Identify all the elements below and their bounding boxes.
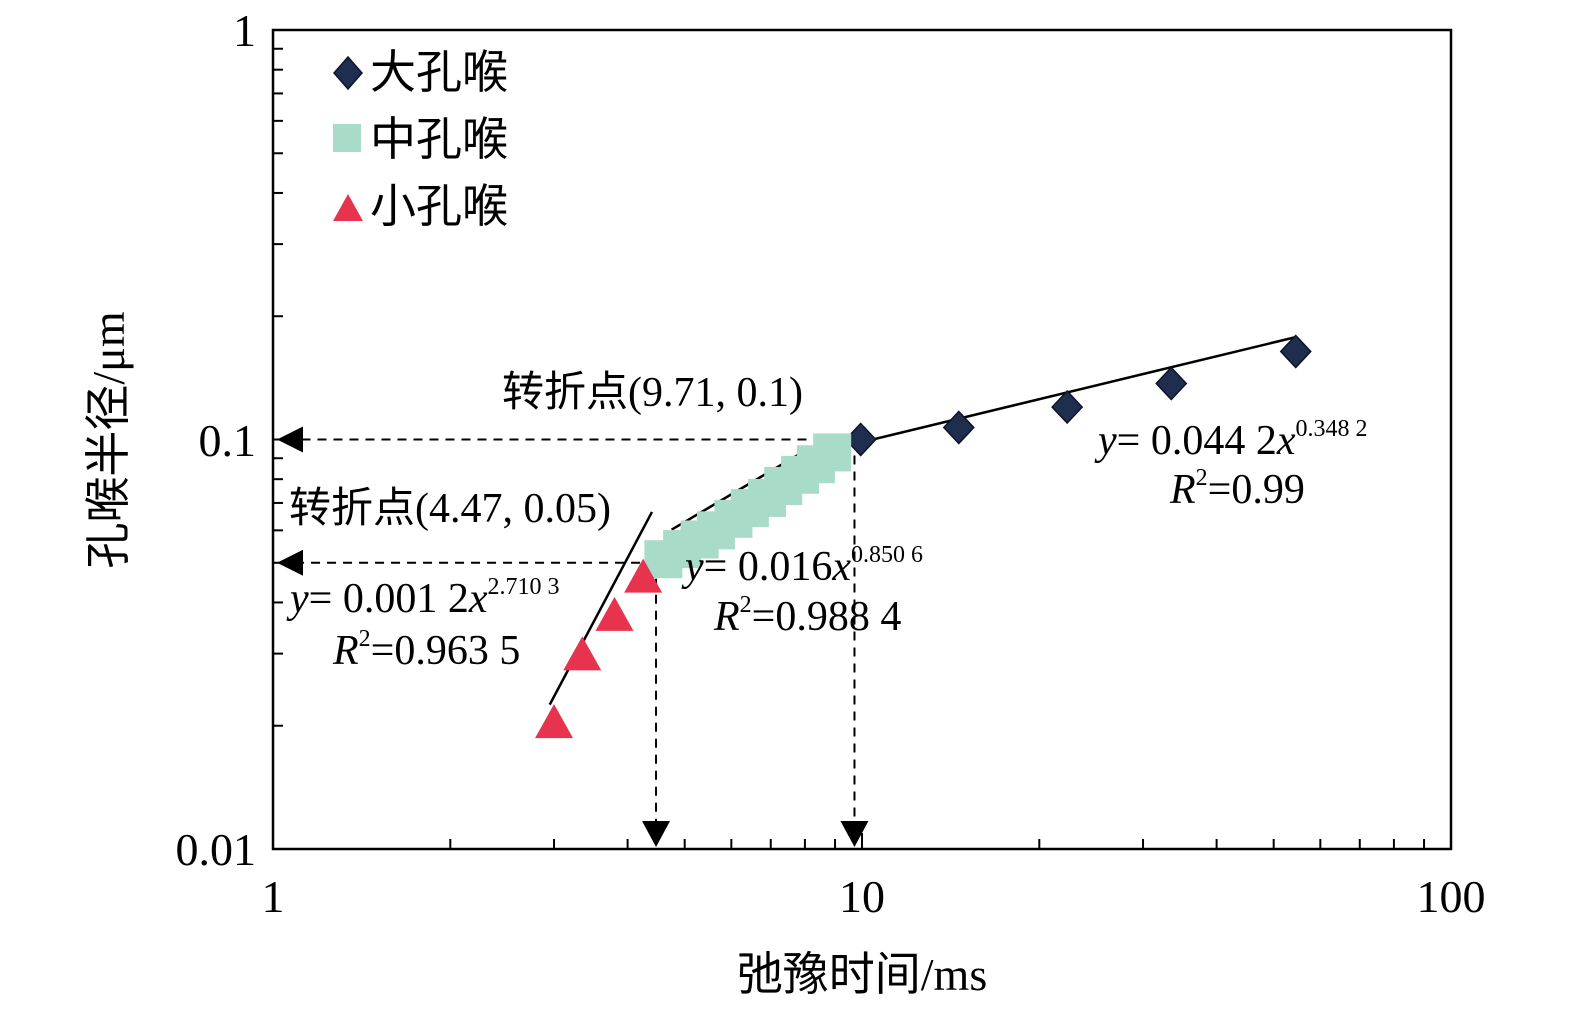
r2-large-val: =0.99 bbox=[1208, 467, 1305, 513]
eq-medium-coef: = 0.016 bbox=[704, 544, 833, 590]
equation-medium: y= 0.016x0.850 6 bbox=[681, 542, 923, 590]
point-diamond-2 bbox=[942, 410, 975, 445]
fit-line-3 bbox=[548, 511, 654, 706]
r2-large-r: R bbox=[1169, 467, 1196, 513]
guide-arrow-left-2 bbox=[277, 549, 303, 576]
r2-large-sup: 2 bbox=[1196, 465, 1208, 491]
r2-medium-val: =0.988 4 bbox=[752, 594, 902, 640]
legend-marker-diamond bbox=[333, 55, 363, 91]
r2-small: R2=0.963 5 bbox=[332, 626, 520, 674]
annotation-small: y= 0.001 2x2.710 3 R2=0.963 5 bbox=[286, 574, 560, 674]
eq-small-x: x bbox=[468, 576, 488, 622]
turning-point-label-1: 转折点(9.71, 0.1) bbox=[502, 370, 803, 416]
x-tick-label-1: 1 bbox=[262, 871, 285, 922]
equation-large: y= 0.044 2x0.348 2 bbox=[1094, 416, 1368, 464]
fit-line-1 bbox=[860, 335, 1297, 444]
guide-arrow-down-2 bbox=[642, 821, 671, 847]
equation-small: y= 0.001 2x2.710 3 bbox=[286, 574, 560, 622]
r2-small-sup: 2 bbox=[359, 626, 371, 652]
point-square-11 bbox=[813, 433, 852, 472]
point-triangle-4 bbox=[624, 558, 663, 593]
eq-large-x: x bbox=[1276, 418, 1296, 464]
point-diamond-3 bbox=[1051, 389, 1084, 425]
legend-label-medium: 中孔喉 bbox=[370, 114, 508, 165]
legend: 大孔喉 中孔喉 小孔喉 bbox=[333, 47, 508, 232]
r2-medium-sup: 2 bbox=[740, 592, 752, 618]
point-triangle-1 bbox=[535, 704, 574, 739]
eq-medium-exp: 0.850 6 bbox=[851, 542, 923, 568]
eq-small-exp: 2.710 3 bbox=[488, 574, 560, 600]
annotation-medium: y= 0.016x0.850 6 R2=0.988 4 bbox=[681, 542, 923, 640]
y-axis-title: 孔喉半径/μm bbox=[83, 311, 134, 568]
eq-large-coef: = 0.044 2 bbox=[1117, 418, 1277, 464]
legend-marker-square bbox=[333, 124, 361, 152]
annotation-large: y= 0.044 2x0.348 2 R2=0.99 bbox=[1094, 416, 1368, 513]
eq-large-y: y bbox=[1094, 418, 1117, 464]
legend-label-large: 大孔喉 bbox=[370, 47, 508, 98]
y-tick-label-0.01: 0.01 bbox=[176, 824, 257, 875]
r2-medium: R2=0.988 4 bbox=[713, 592, 901, 640]
guide-arrow-left-1 bbox=[277, 426, 303, 453]
r2-small-val: =0.963 5 bbox=[371, 628, 521, 674]
legend-label-small: 小孔喉 bbox=[370, 181, 508, 232]
y-tick-label-1: 1 bbox=[233, 5, 256, 56]
data-points bbox=[535, 334, 1312, 739]
r2-small-r: R bbox=[332, 628, 359, 674]
eq-medium-x: x bbox=[831, 544, 851, 590]
r2-medium-r: R bbox=[713, 594, 740, 640]
eq-medium-y: y bbox=[681, 544, 704, 590]
point-diamond-4 bbox=[1155, 366, 1188, 401]
eq-small-coef: = 0.001 2 bbox=[309, 576, 469, 622]
point-diamond-5 bbox=[1279, 334, 1312, 369]
legend-marker-triangle bbox=[333, 194, 363, 221]
eq-small-y: y bbox=[286, 576, 309, 622]
x-tick-label-100: 100 bbox=[1417, 871, 1486, 922]
turning-point-label-2: 转折点(4.47, 0.05) bbox=[289, 486, 611, 532]
x-axis-title: 弛豫时间/ms bbox=[737, 949, 987, 1000]
x-tick-label-10: 10 bbox=[839, 871, 885, 922]
guide-arrow-down-1 bbox=[840, 821, 869, 847]
turning-point-guides bbox=[277, 426, 869, 847]
eq-large-exp: 0.348 2 bbox=[1296, 416, 1368, 442]
y-tick-label-0.1: 0.1 bbox=[199, 415, 257, 466]
tick-marks bbox=[273, 47, 1426, 849]
r2-large: R2=0.99 bbox=[1169, 465, 1305, 513]
point-triangle-3 bbox=[595, 596, 634, 631]
point-triangle-2 bbox=[563, 636, 602, 671]
